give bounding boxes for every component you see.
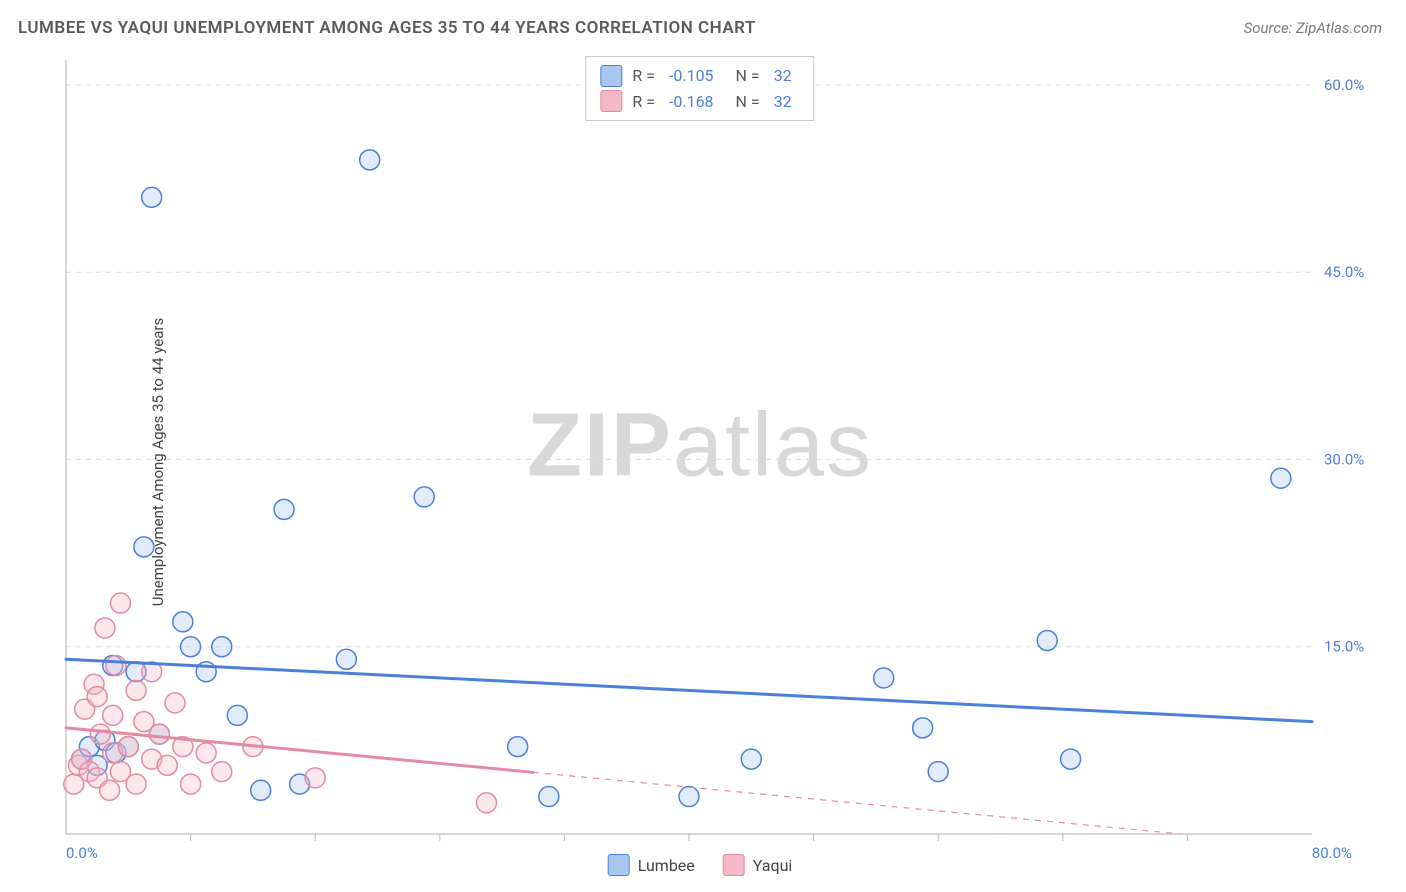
source-prefix: Source:	[1244, 19, 1296, 37]
legend-n-value: 32	[774, 89, 792, 115]
scatter-plot: 15.0% 30.0% 45.0% 60.0% 0.0% 80.0%	[58, 50, 1382, 874]
y-tick-label: 15.0%	[1324, 638, 1364, 656]
legend-r-label: R =	[632, 89, 655, 115]
legend-n-label: N =	[732, 89, 760, 115]
x-tick-label-left: 0.0%	[66, 844, 98, 862]
legend-r-value: -0.168	[669, 89, 714, 115]
legend-swatch	[600, 65, 622, 87]
legend-series-item: Yaqui	[723, 854, 793, 876]
y-tick-label: 30.0%	[1324, 450, 1364, 468]
correlation-legend: R = -0.105 N = 32 R = -0.168 N = 32	[585, 56, 814, 121]
legend-series-label: Yaqui	[753, 856, 793, 875]
legend-swatch	[600, 90, 622, 112]
legend-swatch	[608, 854, 630, 876]
x-tick-label-right: 80.0%	[1312, 844, 1352, 862]
chart-title: LUMBEE VS YAQUI UNEMPLOYMENT AMONG AGES …	[18, 18, 756, 38]
series-legend: Lumbee Yaqui	[608, 854, 793, 876]
y-tick-label: 45.0%	[1324, 263, 1364, 281]
chart-header: LUMBEE VS YAQUI UNEMPLOYMENT AMONG AGES …	[0, 0, 1406, 46]
legend-swatch	[723, 854, 745, 876]
legend-stat-row: R = -0.105 N = 32	[600, 63, 799, 89]
legend-n-value: 32	[774, 63, 792, 89]
legend-r-value: -0.105	[669, 63, 714, 89]
legend-r-label: R =	[632, 63, 655, 89]
source-name: ZipAtlas.com	[1296, 19, 1382, 37]
legend-series-item: Lumbee	[608, 854, 695, 876]
legend-stat-row: R = -0.168 N = 32	[600, 89, 799, 115]
legend-n-label: N =	[732, 63, 760, 89]
legend-series-label: Lumbee	[638, 856, 695, 875]
chart-area: Unemployment Among Ages 35 to 44 years Z…	[18, 50, 1382, 874]
y-tick-label: 60.0%	[1324, 76, 1364, 94]
chart-source: Source: ZipAtlas.com	[1244, 19, 1382, 37]
